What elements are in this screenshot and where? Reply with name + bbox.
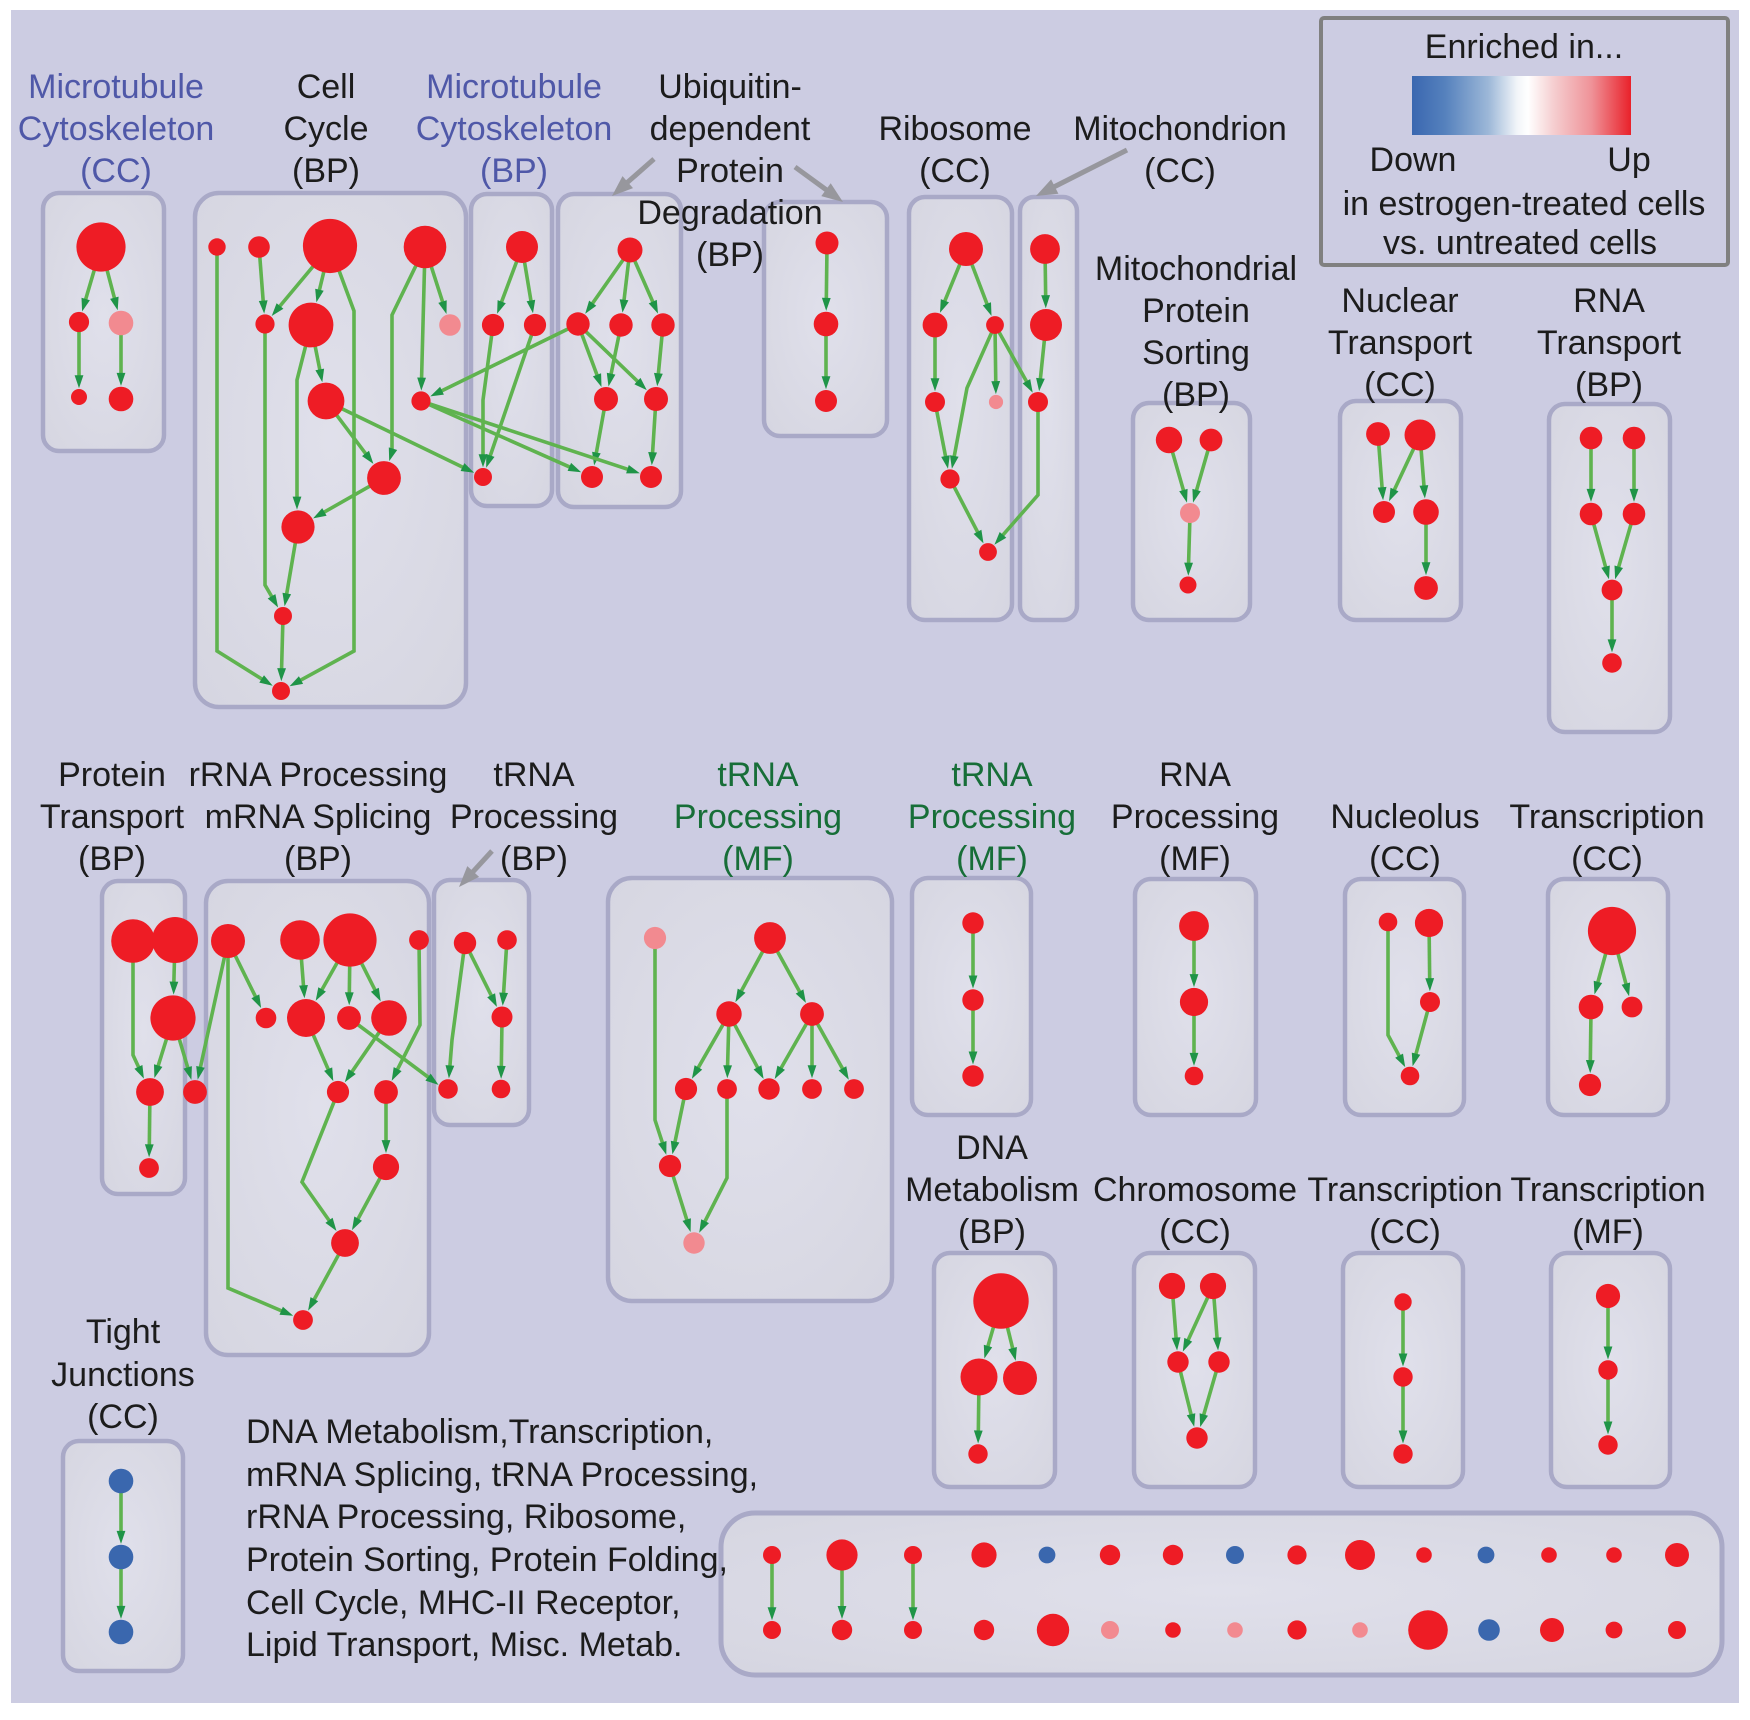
svg-text:(CC): (CC) bbox=[87, 1398, 159, 1436]
svg-text:Nuclear: Nuclear bbox=[1341, 282, 1458, 320]
svg-text:Processing: Processing bbox=[450, 798, 618, 836]
svg-text:DNA Metabolism,Transcription,: DNA Metabolism,Transcription, bbox=[246, 1413, 713, 1451]
svg-text:Processing: Processing bbox=[908, 798, 1076, 836]
svg-text:RNA: RNA bbox=[1573, 282, 1645, 320]
svg-text:Sorting: Sorting bbox=[1142, 334, 1250, 372]
svg-text:Cycle: Cycle bbox=[283, 110, 368, 148]
svg-text:(CC): (CC) bbox=[1369, 840, 1441, 878]
svg-text:rRNA Processing: rRNA Processing bbox=[189, 756, 448, 794]
svg-text:(MF): (MF) bbox=[722, 840, 794, 878]
svg-text:rRNA Processing, Ribosome,: rRNA Processing, Ribosome, bbox=[246, 1498, 686, 1536]
svg-text:dependent: dependent bbox=[650, 110, 811, 148]
svg-text:tRNA: tRNA bbox=[951, 756, 1033, 794]
svg-text:in estrogen-treated cells: in estrogen-treated cells bbox=[1343, 185, 1706, 223]
svg-text:Nucleolus: Nucleolus bbox=[1330, 798, 1479, 836]
svg-text:Cytoskeleton: Cytoskeleton bbox=[416, 110, 613, 148]
svg-text:Lipid Transport, Misc. Metab.: Lipid Transport, Misc. Metab. bbox=[246, 1626, 683, 1664]
svg-text:Enriched in...: Enriched in... bbox=[1425, 28, 1623, 66]
svg-text:mRNA Splicing: mRNA Splicing bbox=[205, 798, 432, 836]
svg-text:(MF): (MF) bbox=[1572, 1213, 1644, 1251]
svg-text:(BP): (BP) bbox=[696, 236, 764, 274]
svg-text:Mitochondrial: Mitochondrial bbox=[1095, 250, 1297, 288]
svg-text:(BP): (BP) bbox=[1575, 366, 1643, 404]
svg-text:(MF): (MF) bbox=[1159, 840, 1231, 878]
svg-text:(CC): (CC) bbox=[1571, 840, 1643, 878]
svg-text:Protein Sorting, Protein Foldi: Protein Sorting, Protein Folding, bbox=[246, 1541, 728, 1579]
svg-text:Transcription: Transcription bbox=[1307, 1171, 1502, 1209]
svg-text:(CC): (CC) bbox=[1144, 152, 1216, 190]
svg-text:(BP): (BP) bbox=[78, 840, 146, 878]
svg-text:(CC): (CC) bbox=[1369, 1213, 1441, 1251]
svg-text:Transport: Transport bbox=[1537, 324, 1682, 362]
svg-text:vs. untreated cells: vs. untreated cells bbox=[1383, 224, 1657, 262]
svg-text:tRNA: tRNA bbox=[717, 756, 799, 794]
svg-text:Transport: Transport bbox=[40, 798, 185, 836]
svg-text:mRNA Splicing, tRNA Processing: mRNA Splicing, tRNA Processing, bbox=[246, 1456, 758, 1494]
svg-text:Protein: Protein bbox=[676, 152, 784, 190]
svg-text:Transcription: Transcription bbox=[1509, 798, 1704, 836]
svg-text:tRNA: tRNA bbox=[493, 756, 575, 794]
svg-text:Protein: Protein bbox=[58, 756, 166, 794]
svg-text:(BP): (BP) bbox=[480, 152, 548, 190]
svg-text:Up: Up bbox=[1607, 141, 1650, 179]
svg-text:Protein: Protein bbox=[1142, 292, 1250, 330]
svg-text:Metabolism: Metabolism bbox=[905, 1171, 1079, 1209]
svg-text:(CC): (CC) bbox=[1364, 366, 1436, 404]
svg-text:Ribosome: Ribosome bbox=[878, 110, 1031, 148]
svg-text:Transcription: Transcription bbox=[1510, 1171, 1705, 1209]
svg-text:Cytoskeleton: Cytoskeleton bbox=[18, 110, 215, 148]
svg-text:(CC): (CC) bbox=[80, 152, 152, 190]
svg-text:(BP): (BP) bbox=[284, 840, 352, 878]
svg-text:(BP): (BP) bbox=[958, 1213, 1026, 1251]
svg-text:(CC): (CC) bbox=[1159, 1213, 1231, 1251]
svg-text:Tight: Tight bbox=[86, 1313, 161, 1351]
svg-text:Mitochondrion: Mitochondrion bbox=[1073, 110, 1287, 148]
svg-text:DNA: DNA bbox=[956, 1129, 1028, 1167]
svg-text:Microtubule: Microtubule bbox=[426, 68, 602, 106]
svg-text:(BP): (BP) bbox=[292, 152, 360, 190]
svg-text:(BP): (BP) bbox=[500, 840, 568, 878]
svg-text:Cell: Cell bbox=[297, 68, 356, 106]
svg-text:Cell Cycle, MHC-II Receptor,: Cell Cycle, MHC-II Receptor, bbox=[246, 1584, 681, 1622]
svg-text:Microtubule: Microtubule bbox=[28, 68, 204, 106]
svg-text:Ubiquitin-: Ubiquitin- bbox=[658, 68, 802, 106]
svg-text:Junctions: Junctions bbox=[51, 1356, 195, 1394]
svg-text:Transport: Transport bbox=[1328, 324, 1473, 362]
svg-text:Processing: Processing bbox=[1111, 798, 1279, 836]
svg-text:Degradation: Degradation bbox=[637, 194, 822, 232]
svg-text:(MF): (MF) bbox=[956, 840, 1028, 878]
svg-text:(CC): (CC) bbox=[919, 152, 991, 190]
svg-text:(BP): (BP) bbox=[1162, 376, 1230, 414]
svg-text:RNA: RNA bbox=[1159, 756, 1231, 794]
svg-text:Chromosome: Chromosome bbox=[1093, 1171, 1297, 1209]
svg-text:Down: Down bbox=[1370, 141, 1457, 179]
svg-text:Processing: Processing bbox=[674, 798, 842, 836]
